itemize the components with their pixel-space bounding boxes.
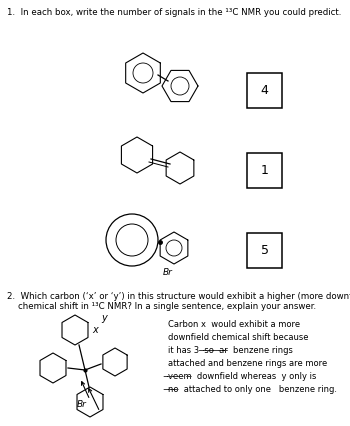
- Text: 4: 4: [260, 84, 268, 97]
- Text: ̶n̶o̶  attached to only one   benzene ring.: ̶n̶o̶ attached to only one benzene ring.: [168, 385, 337, 394]
- Text: it has 3  ̶s̶o̶  ̶a̶r̶  benzene rings: it has 3 ̶s̶o̶ ̶a̶r̶ benzene rings: [168, 346, 293, 355]
- Text: 2.  Which carbon (‘x’ or ‘y’) in this structure would exhibit a higher (more dow: 2. Which carbon (‘x’ or ‘y’) in this str…: [7, 292, 350, 301]
- Text: downfield chemical shift because: downfield chemical shift because: [168, 333, 308, 342]
- Text: y: y: [101, 313, 107, 323]
- Text: Br: Br: [163, 268, 173, 277]
- Text: 5: 5: [260, 244, 268, 257]
- Text: 1.  In each box, write the number of signals in the ¹³C NMR you could predict.: 1. In each box, write the number of sign…: [7, 8, 341, 17]
- Text: chemical shift in ¹³C NMR? In a single sentence, explain your answer.: chemical shift in ¹³C NMR? In a single s…: [7, 302, 316, 311]
- Text: 1: 1: [260, 164, 268, 177]
- Bar: [247, 73, 282, 108]
- Bar: [247, 153, 282, 188]
- Text: Br: Br: [77, 400, 87, 409]
- Bar: [247, 233, 282, 268]
- Text: attached and benzene rings are more: attached and benzene rings are more: [168, 359, 327, 368]
- Text: x: x: [92, 325, 98, 335]
- Text: ̶v̶e̶e̶m̶  downfield whereas  y only is: ̶v̶e̶e̶m̶ downfield whereas y only is: [168, 372, 316, 381]
- Text: Carbon x  would exhibit a more: Carbon x would exhibit a more: [168, 320, 300, 329]
